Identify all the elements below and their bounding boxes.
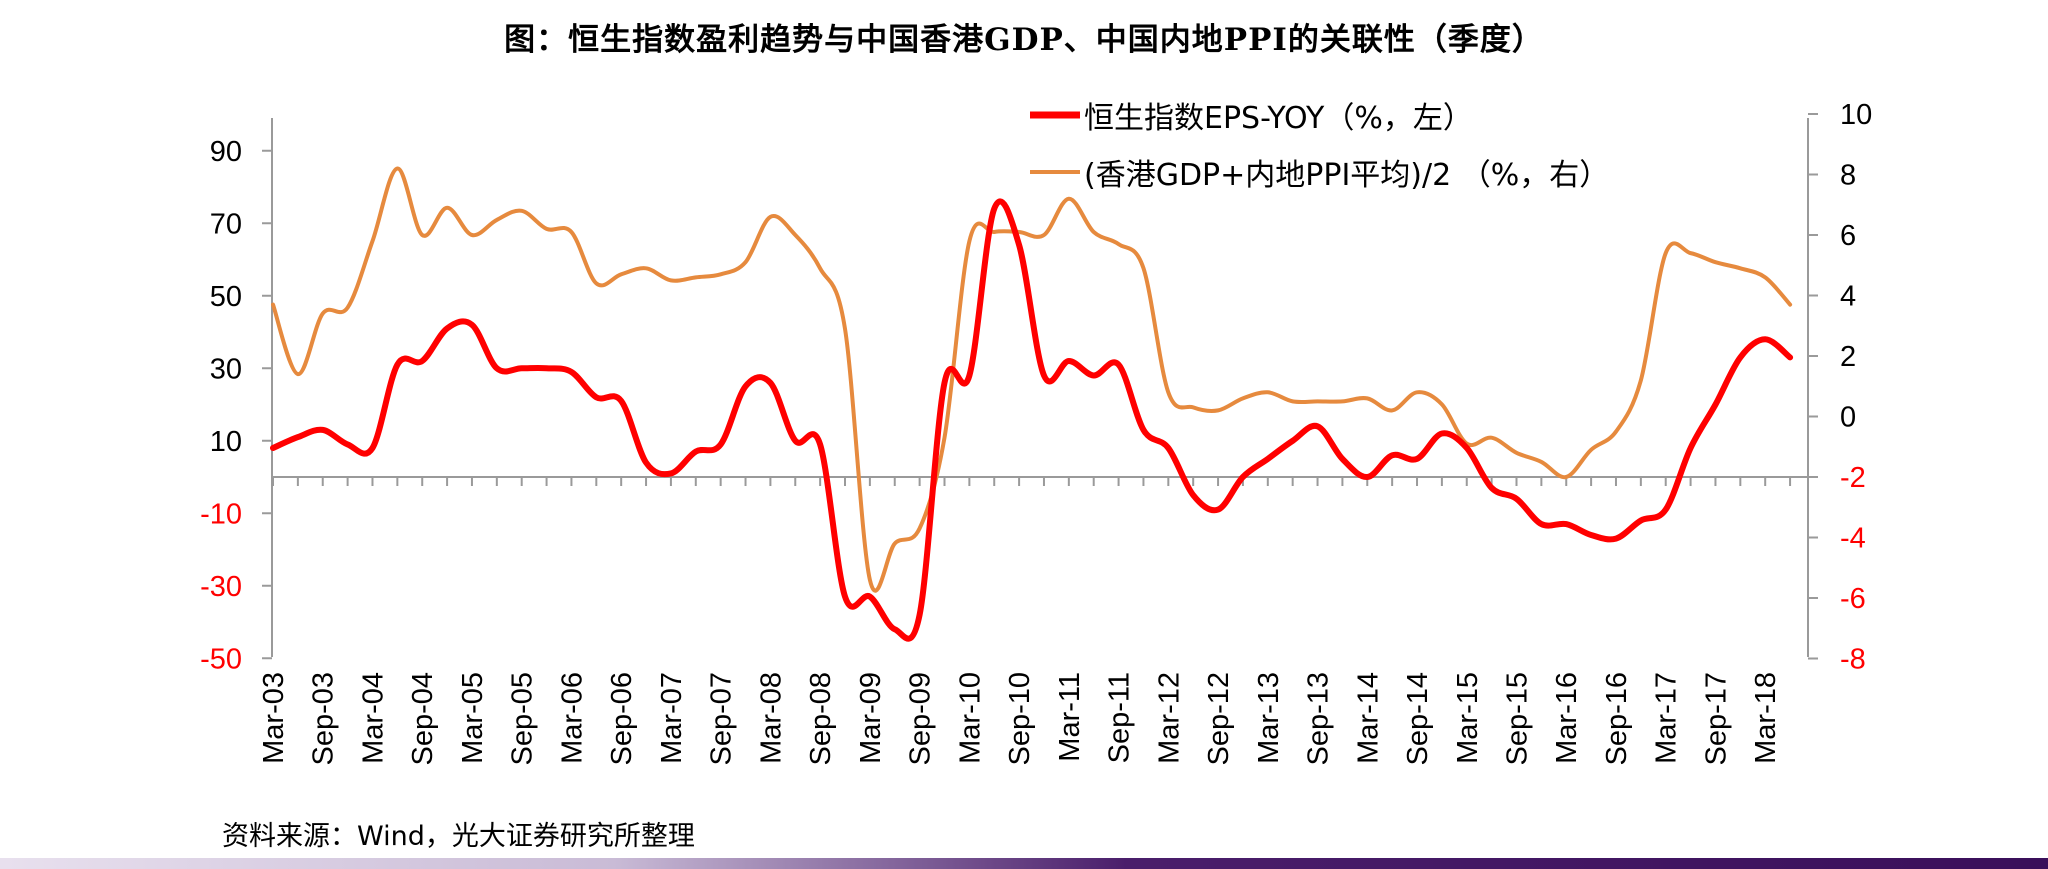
x-axis-tick-label: Sep-06 [606,672,638,766]
x-axis-tick-label: Sep-12 [1203,672,1235,766]
x-axis-tick-label: Mar-13 [1253,672,1285,764]
x-axis-tick-label: Sep-16 [1601,672,1633,766]
x-axis-tick-label: Mar-12 [1153,672,1185,764]
x-axis-tick-label: Mar-15 [1452,672,1484,764]
x-axis-tick-label: Mar-06 [556,672,588,764]
x-axis-tick-label: Sep-17 [1700,672,1732,766]
x-axis-tick-label: Sep-09 [905,672,937,766]
right-axis-tick-label: 2 [1840,341,1856,373]
x-axis-tick-label: Mar-10 [954,672,986,764]
x-axis-tick-label: Mar-07 [656,672,688,764]
left-axis-tick-label: -50 [200,643,242,675]
left-axis-tick-label: -10 [200,498,242,530]
legend-label-gdp-ppi: (香港GDP+内地PPI平均)/2 （%，右） [1084,158,1609,193]
x-axis-tick-label: Sep-05 [507,672,539,766]
legend-label-eps: 恒生指数EPS-YOY（%，左） [1084,101,1473,136]
x-axis-tick-label: Sep-13 [1303,672,1335,766]
chart-title: 图：恒生指数盈利趋势与中国香港GDP、中国内地PPI的关联性（季度） [504,22,1544,58]
x-axis-tick-label: Sep-10 [1004,672,1036,766]
right-axis-tick-label: -4 [1840,523,1866,555]
x-axis-tick-label: Sep-07 [706,672,738,766]
x-axis-tick-label: Sep-11 [1104,672,1136,763]
x-axis-tick-label: Mar-14 [1352,672,1384,764]
right-axis-tick-label: 6 [1840,220,1856,252]
left-axis-tick-label: 90 [210,136,242,168]
source-note: 资料来源：Wind，光大证券研究所整理 [222,821,695,852]
x-axis-tick-label: Mar-16 [1551,672,1583,764]
right-axis-tick-label: 4 [1840,281,1856,313]
left-axis-tick-label: 50 [210,281,242,313]
x-axis-tick-label: Mar-17 [1651,672,1683,764]
x-axis-tick-label: Mar-05 [457,672,489,764]
right-axis-tick-label: 8 [1840,160,1856,192]
left-axis-tick-label: 10 [210,426,242,458]
x-axis-tick-label: Mar-11 [1054,672,1086,762]
axes: 90 70 50 30 10 -10 -30 -50 10 8 6 4 2 0 -2 -4 -6 -8 Mar-03… [200,99,1872,766]
bottom-decorative-bar [0,858,2048,869]
series-line-eps-yoy [270,198,1794,642]
x-axis-tick-label: Mar-18 [1750,672,1782,764]
series-lines [270,166,1794,642]
right-axis-tick-label: -6 [1840,583,1866,615]
right-axis-tick-label: 0 [1840,402,1856,434]
left-axis-tick-label: 30 [210,353,242,385]
right-axis-tick-label: 10 [1840,99,1872,131]
x-axis-tick-label: Mar-08 [755,672,787,764]
right-axis-tick-label: -2 [1840,462,1866,494]
x-axis-tick-label: Sep-04 [407,672,439,766]
right-axis-tick-label: -8 [1840,644,1866,676]
x-axis-tick-label: Mar-09 [855,672,887,764]
x-axis-tick-label: Mar-03 [258,672,290,764]
legend: 恒生指数EPS-YOY（%，左） (香港GDP+内地PPI平均)/2 （%，右） [1030,101,1609,193]
x-axis-tick-label: Sep-14 [1402,672,1434,766]
x-axis-tick-label: Sep-08 [805,672,837,766]
x-axis-tick-label: Mar-04 [357,672,389,764]
series-line-gdp-ppi-avg [271,166,1793,593]
x-axis-tick-label: Sep-15 [1502,672,1534,766]
left-axis-tick-label: -30 [200,571,242,603]
x-axis-tick-label: Sep-03 [308,672,340,766]
left-axis-tick-label: 70 [210,208,242,240]
